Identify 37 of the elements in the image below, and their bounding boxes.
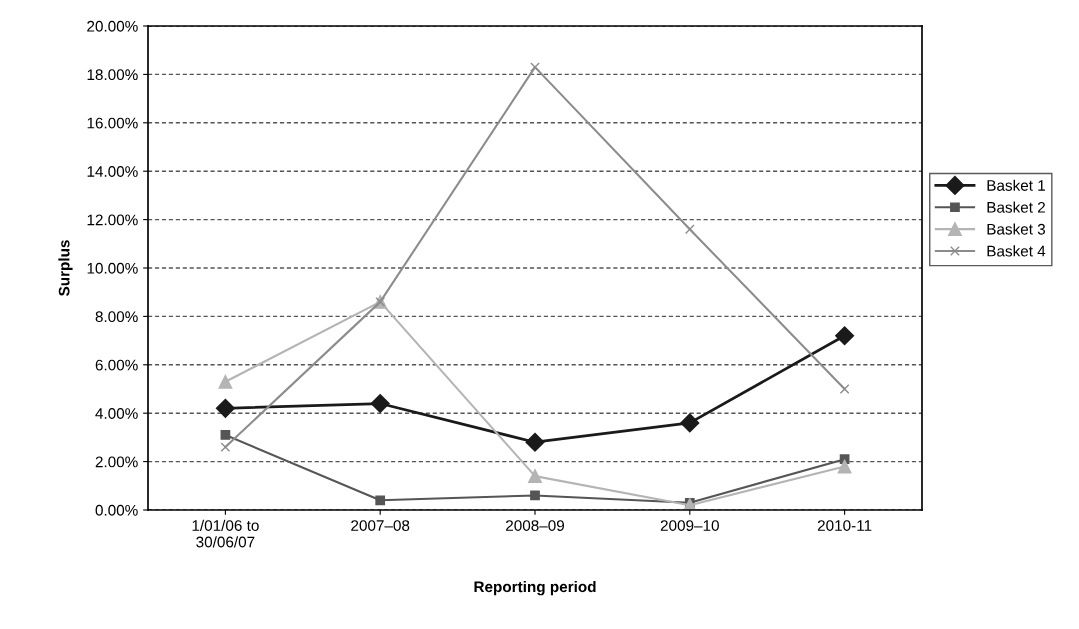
y-tick-label: 16.00% [87, 117, 138, 129]
legend-label: Basket 3 [987, 223, 1046, 235]
x-tick-label: 2009–10 [660, 520, 719, 531]
y-tick-label: 8.00% [95, 311, 138, 323]
point [835, 326, 855, 346]
point [215, 398, 235, 418]
point [839, 384, 850, 394]
point [218, 374, 233, 389]
y-tick-label: 4.00% [95, 408, 138, 419]
point [684, 224, 695, 235]
x-tick-label: 2010-11 [817, 520, 872, 531]
y-tick-label: 18.00% [87, 69, 138, 81]
y-tick-label: 0.00% [95, 504, 138, 516]
y-tick-label: 14.00% [87, 166, 138, 177]
y-tick-label: 6.00% [95, 359, 138, 371]
point [220, 442, 231, 452]
y-axis-title: Surplus [58, 240, 73, 296]
point [530, 490, 540, 501]
legend-label: Basket 4 [987, 245, 1046, 257]
legend-label: Basket 1 [987, 179, 1045, 191]
point [375, 495, 386, 506]
point [528, 469, 542, 484]
point [220, 430, 231, 440]
x-tick-label: 1/01/06 to 30/06/07 [192, 519, 259, 548]
legend-label: Basket 2 [987, 201, 1045, 213]
point [525, 432, 545, 452]
x-axis-title: Reporting period [474, 580, 596, 596]
point [370, 393, 390, 414]
x-tick-label: 2008–09 [506, 520, 565, 531]
point [530, 62, 540, 73]
y-tick-label: 12.00% [87, 214, 138, 226]
x-tick-label: 2007–08 [351, 520, 410, 531]
y-tick-label: 10.00% [87, 262, 138, 274]
point [837, 459, 852, 474]
y-tick-label: 20.00% [87, 20, 138, 32]
point [680, 413, 700, 433]
y-tick-label: 2.00% [95, 456, 138, 468]
